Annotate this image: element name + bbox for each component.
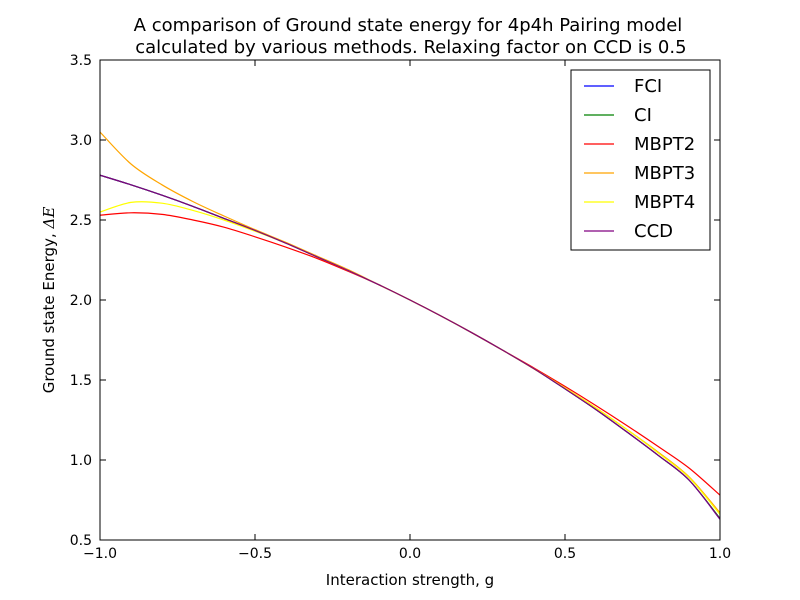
x-tick-label: −0.5 bbox=[238, 546, 272, 562]
legend-item-mbpt2: MBPT2 bbox=[584, 134, 695, 155]
legend-item-ci: CI bbox=[584, 105, 652, 126]
legend-item-fci: FCI bbox=[584, 76, 662, 97]
y-tick-label: 1.0 bbox=[70, 453, 92, 469]
x-axis-label: Interaction strength, g bbox=[326, 571, 494, 589]
series-layer bbox=[100, 131, 720, 520]
series-line-mbpt2 bbox=[100, 212, 720, 496]
y-axis-label: Ground state Energy, ΔE bbox=[40, 207, 58, 394]
y-tick-label: 2.5 bbox=[70, 213, 92, 229]
legend-label: CCD bbox=[634, 221, 673, 242]
chart-title: A comparison of Ground state energy for … bbox=[129, 15, 686, 58]
y-tick-label: 0.5 bbox=[70, 533, 92, 549]
series-line-ccd bbox=[100, 174, 720, 520]
legend-item-mbpt4: MBPT4 bbox=[584, 192, 695, 213]
legend-item-ccd: CCD bbox=[584, 221, 673, 242]
legend-box bbox=[570, 69, 711, 251]
ticks-layer: −1.0 −0.5 0.0 0.5 1.0 0.5 1.0 1.5 2.0 2.5 3.0 3.5 bbox=[70, 53, 731, 562]
y-tick-label: 2.0 bbox=[70, 293, 92, 309]
chart-title-line-1: A comparison of Ground state energy for … bbox=[134, 15, 683, 36]
legend: FCI CI MBPT2 MBPT3 MBPT4 CCD bbox=[570, 69, 711, 251]
legend-label: MBPT4 bbox=[634, 192, 695, 213]
y-axis-label-text: Ground state Energy, bbox=[40, 229, 58, 394]
legend-label: FCI bbox=[634, 76, 662, 97]
y-tick-label: 1.5 bbox=[70, 373, 92, 389]
y-axis-label-symbol: ΔE bbox=[40, 207, 58, 230]
x-tick-label: 0.5 bbox=[554, 546, 576, 562]
legend-item-mbpt3: MBPT3 bbox=[584, 163, 695, 184]
y-tick-label: 3.5 bbox=[70, 53, 92, 69]
x-tick-label: 1.0 bbox=[709, 546, 731, 562]
legend-label: MBPT2 bbox=[634, 134, 695, 155]
legend-label: MBPT3 bbox=[634, 163, 695, 184]
y-tick-label: 3.0 bbox=[70, 133, 92, 149]
x-tick-label: 0.0 bbox=[399, 546, 421, 562]
chart-title-line-2: calculated by various methods. Relaxing … bbox=[129, 37, 686, 58]
legend-label: CI bbox=[634, 105, 652, 126]
x-tick-label: −1.0 bbox=[83, 546, 117, 562]
